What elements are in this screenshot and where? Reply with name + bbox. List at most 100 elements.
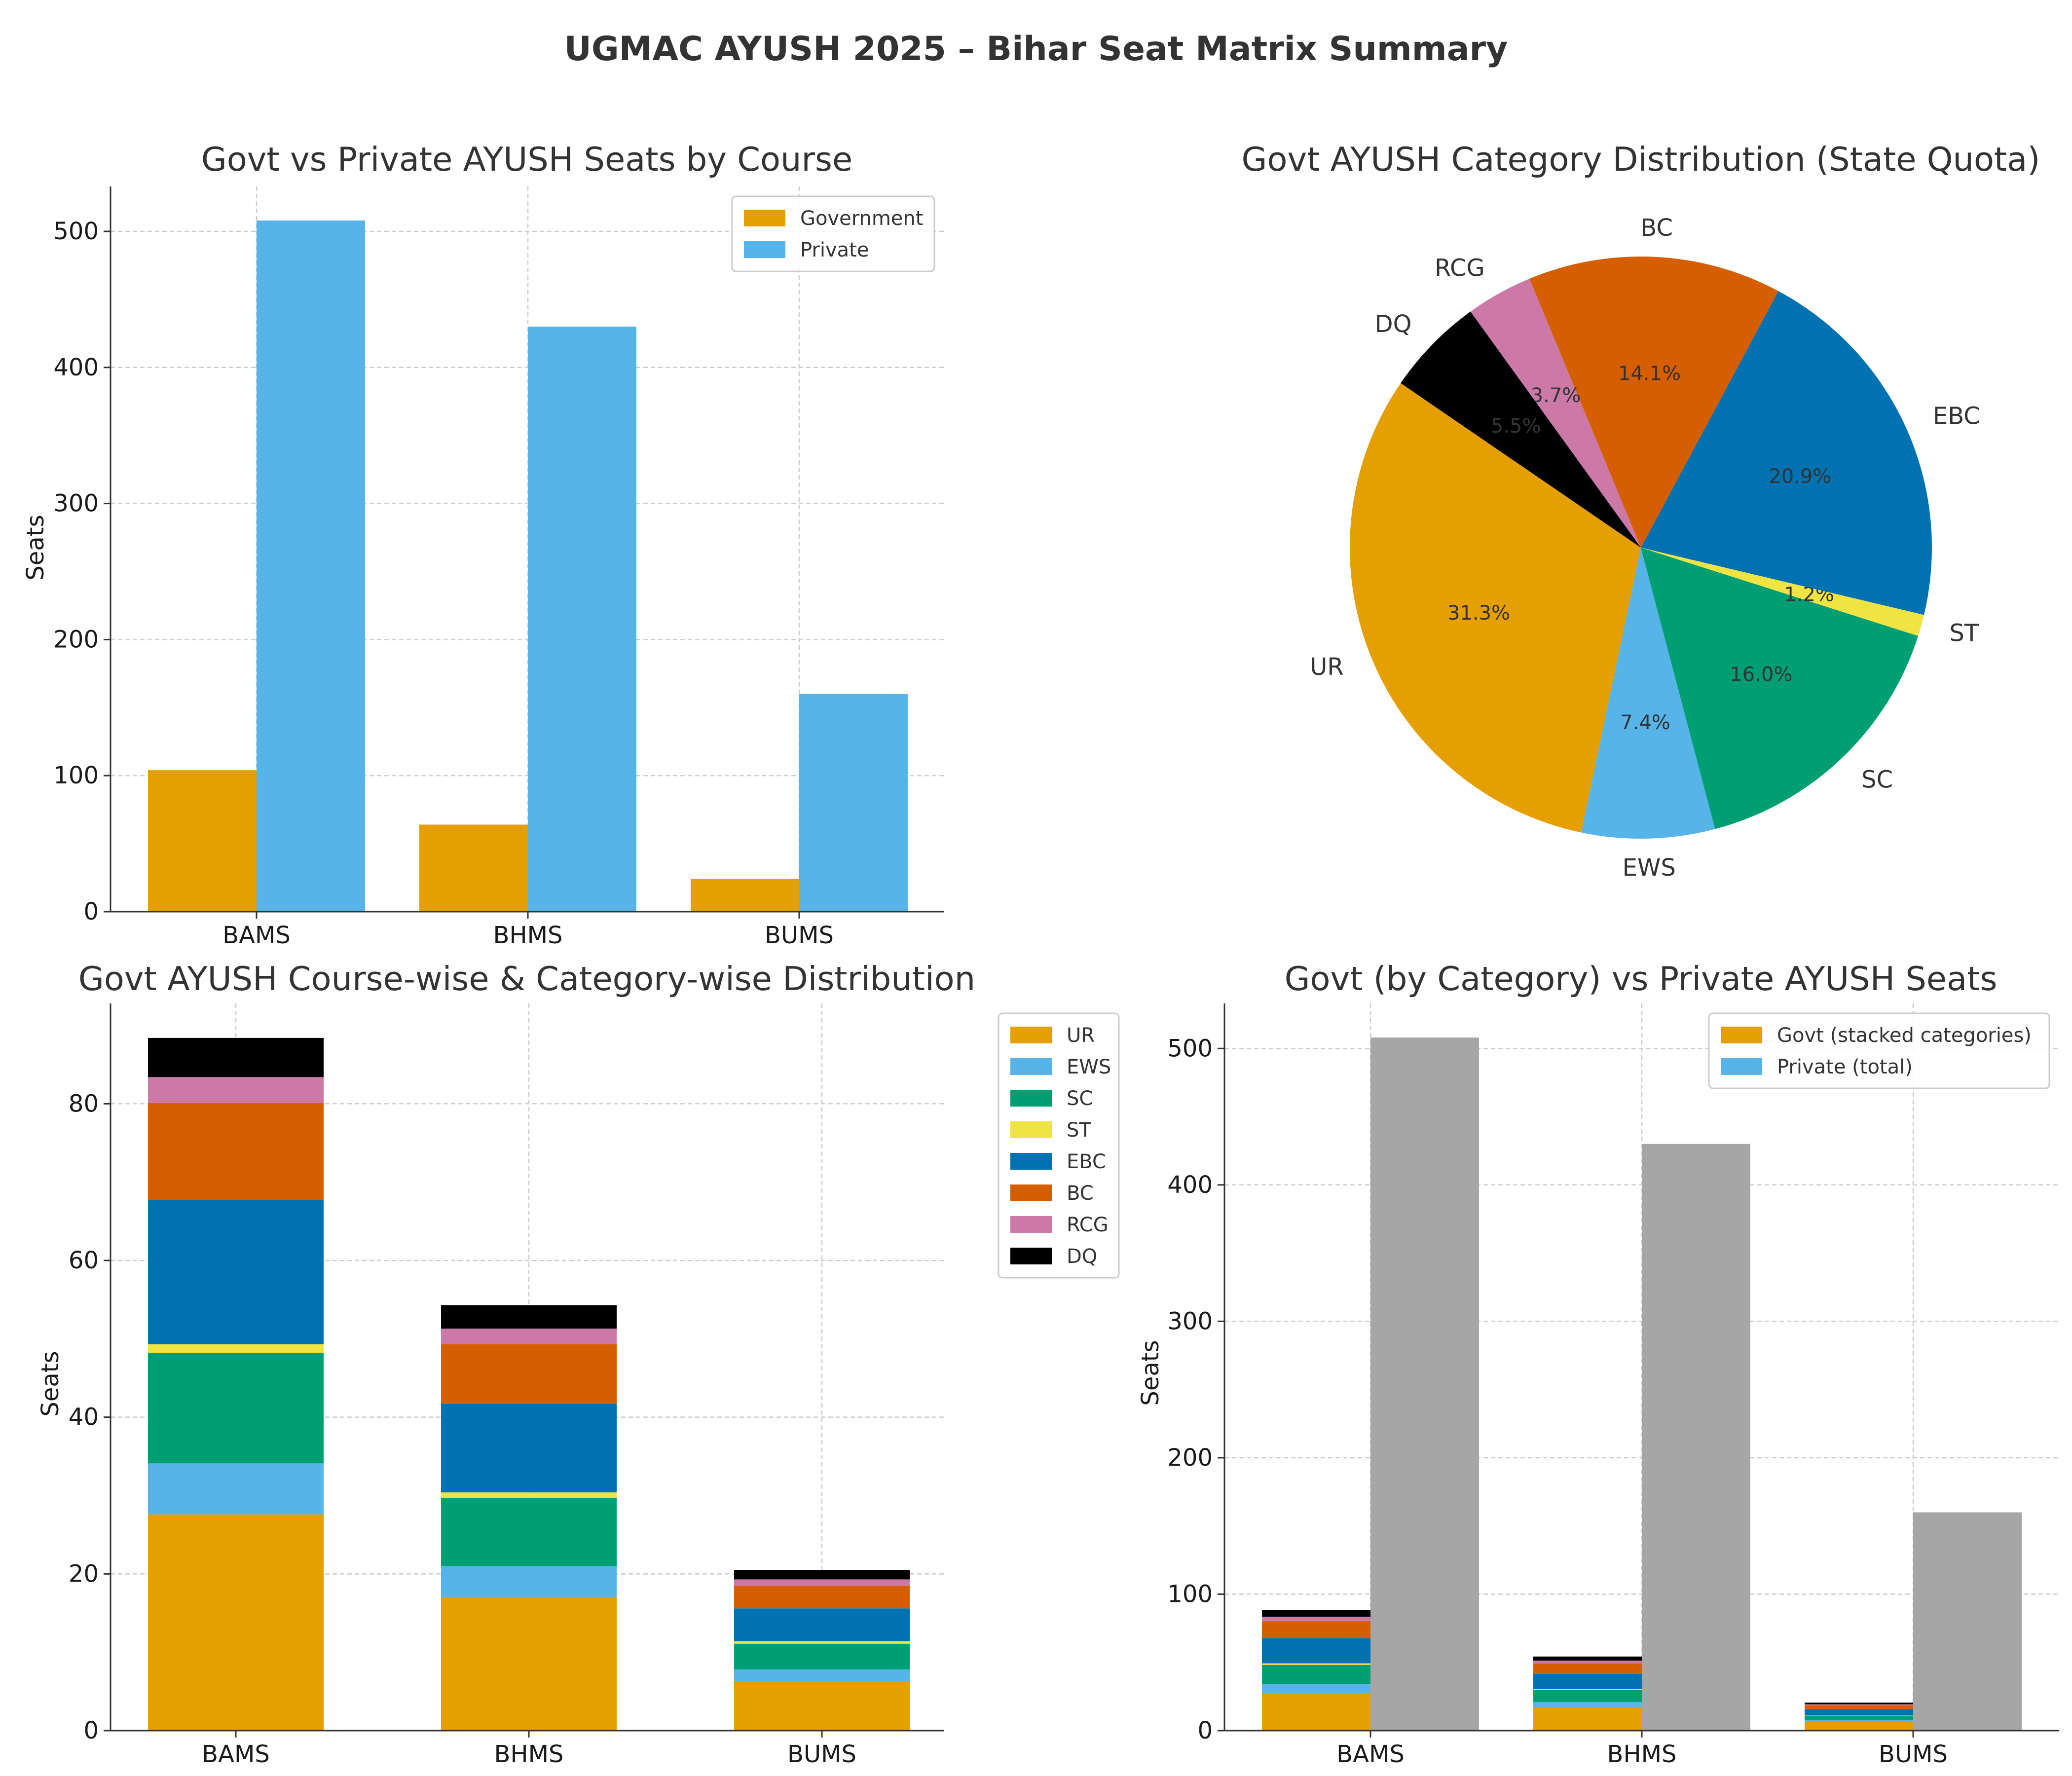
pie-slice-sc bbox=[1641, 548, 1919, 829]
bar-segment-ur-bams bbox=[1262, 1693, 1370, 1731]
y-tick-label: 0 bbox=[1197, 1717, 1213, 1744]
y-tick-label: 80 bbox=[69, 1090, 99, 1117]
bar-segment-st-bhms bbox=[1533, 1689, 1642, 1690]
pie-pct-bc: 14.1% bbox=[1618, 362, 1681, 385]
bar-private-bhms bbox=[528, 327, 636, 912]
bar-segment-rcg-bums bbox=[1805, 1704, 1913, 1705]
bar-segment-st-bams bbox=[148, 1344, 324, 1353]
bar-segment-sc-bums bbox=[1805, 1715, 1913, 1720]
y-axis-label: Seats bbox=[37, 1351, 64, 1416]
bar-segment-bc-bams bbox=[148, 1103, 324, 1200]
bar-segment-ebc-bums bbox=[1805, 1709, 1913, 1715]
bar-segment-st-bams bbox=[1262, 1663, 1370, 1665]
x-tick-label: BAMS bbox=[222, 922, 291, 949]
bar-segment-dq-bams bbox=[148, 1037, 324, 1077]
bar-segment-dq-bums bbox=[1805, 1702, 1913, 1704]
bar-segment-ur-bums bbox=[734, 1681, 910, 1731]
legend-swatch-rcg bbox=[1010, 1216, 1052, 1233]
bar-segment-ebc-bums bbox=[734, 1608, 910, 1641]
bar-segment-ebc-bams bbox=[148, 1200, 324, 1344]
bar-private-bams bbox=[257, 220, 365, 912]
bar-segment-dq-bhms bbox=[1533, 1656, 1642, 1661]
x-tick-label: BUMS bbox=[787, 1740, 856, 1768]
bar-segment-ews-bhms bbox=[1533, 1702, 1642, 1707]
chart-title: Govt AYUSH Course-wise & Category-wise D… bbox=[78, 960, 975, 998]
y-tick-label: 40 bbox=[69, 1404, 99, 1431]
y-axis-label: Seats bbox=[22, 515, 49, 580]
legend-label-private-total: Private (total) bbox=[1777, 1056, 1913, 1078]
y-tick-label: 100 bbox=[53, 762, 99, 789]
bar-segment-ur-bhms bbox=[441, 1597, 617, 1731]
legend-label-ebc: EBC bbox=[1067, 1150, 1106, 1173]
bar-private-bums bbox=[799, 694, 908, 912]
bar-segment-sc-bams bbox=[1262, 1665, 1370, 1684]
pie-pct-ur: 31.3% bbox=[1447, 602, 1510, 625]
x-tick-label: BAMS bbox=[1336, 1740, 1405, 1768]
legend-swatch-private bbox=[744, 241, 785, 258]
y-tick-label: 200 bbox=[1167, 1444, 1213, 1472]
bar-segment-ews-bams bbox=[148, 1463, 324, 1515]
bar-private-bams bbox=[1370, 1037, 1479, 1731]
y-axis-label: Seats bbox=[1137, 1340, 1164, 1406]
x-tick-label: BHMS bbox=[493, 922, 563, 949]
legend-swatch-st bbox=[1010, 1121, 1052, 1138]
pie-slice-bc bbox=[1529, 257, 1778, 548]
bar-segment-bc-bums bbox=[1805, 1705, 1913, 1709]
govt-stacked-vs-private-chart: Govt (by Category) vs Private AYUSH Seat… bbox=[1137, 960, 2059, 1768]
pie-label-ebc: EBC bbox=[1933, 403, 1980, 430]
bar-segment-dq-bums bbox=[734, 1570, 910, 1580]
chart-title: Govt AYUSH Category Distribution (State … bbox=[1242, 140, 2040, 179]
legend-label-private: Private bbox=[800, 239, 869, 261]
pie-label-sc: SC bbox=[1861, 766, 1893, 793]
y-tick-label: 500 bbox=[53, 218, 99, 245]
x-tick-label: BUMS bbox=[765, 922, 834, 949]
y-tick-label: 300 bbox=[53, 490, 99, 518]
pie-slice-ebc bbox=[1641, 291, 1932, 615]
figure-title: UGMAC AYUSH 2025 – Bihar Seat Matrix Sum… bbox=[564, 30, 1508, 69]
y-tick-label: 0 bbox=[83, 1717, 99, 1744]
bar-segment-ews-bams bbox=[1262, 1684, 1370, 1693]
bar-segment-ur-bams bbox=[148, 1514, 324, 1731]
bar-segment-bc-bhms bbox=[441, 1344, 617, 1404]
pie-label-ur: UR bbox=[1310, 653, 1343, 681]
bar-segment-st-bums bbox=[734, 1641, 910, 1644]
bar-segment-rcg-bams bbox=[148, 1077, 324, 1103]
bar-segment-rcg-bums bbox=[734, 1579, 910, 1586]
category-pie-chart: Govt AYUSH Category Distribution (State … bbox=[1242, 140, 2040, 882]
y-tick-label: 400 bbox=[53, 354, 99, 381]
bar-segment-ebc-bhms bbox=[441, 1404, 617, 1493]
y-tick-label: 60 bbox=[69, 1247, 99, 1274]
legend-label-ur: UR bbox=[1067, 1024, 1095, 1047]
bar-segment-sc-bhms bbox=[1533, 1690, 1642, 1702]
bar-segment-rcg-bams bbox=[1262, 1617, 1370, 1622]
bar-segment-sc-bhms bbox=[441, 1498, 617, 1566]
legend-swatch-ebc bbox=[1010, 1153, 1052, 1170]
bar-segment-ur-bums bbox=[1805, 1722, 1913, 1731]
pie-pct-ews: 7.4% bbox=[1620, 711, 1670, 734]
legend-swatch-ur bbox=[1010, 1027, 1052, 1043]
bar-government-bums bbox=[691, 879, 799, 912]
y-tick-label: 300 bbox=[1167, 1307, 1213, 1335]
bar-government-bams bbox=[148, 770, 257, 912]
bar-segment-bc-bhms bbox=[1533, 1663, 1642, 1674]
pie-label-rcg: RCG bbox=[1435, 254, 1485, 282]
pie-pct-dq: 5.5% bbox=[1491, 415, 1541, 438]
bar-segment-ur-bhms bbox=[1533, 1707, 1642, 1731]
legend-swatch-private-total bbox=[1721, 1058, 1762, 1075]
pie-slice-st bbox=[1641, 548, 1924, 636]
y-tick-label: 20 bbox=[69, 1560, 99, 1588]
legend-swatch-bc bbox=[1010, 1184, 1052, 1201]
bar-segment-bc-bams bbox=[1262, 1621, 1370, 1638]
legend-swatch-sc bbox=[1010, 1090, 1052, 1107]
bar-segment-sc-bums bbox=[734, 1643, 910, 1670]
x-tick-label: BHMS bbox=[1607, 1740, 1677, 1768]
bar-segment-dq-bams bbox=[1262, 1610, 1370, 1617]
legend-swatch-ews bbox=[1010, 1058, 1052, 1075]
pie-slice-rcg bbox=[1470, 278, 1641, 548]
pie-label-ews: EWS bbox=[1623, 854, 1676, 882]
y-tick-label: 100 bbox=[1167, 1580, 1213, 1608]
legend-swatch-government bbox=[744, 210, 785, 226]
y-tick-label: 400 bbox=[1167, 1171, 1213, 1199]
y-tick-label: 200 bbox=[53, 626, 99, 653]
